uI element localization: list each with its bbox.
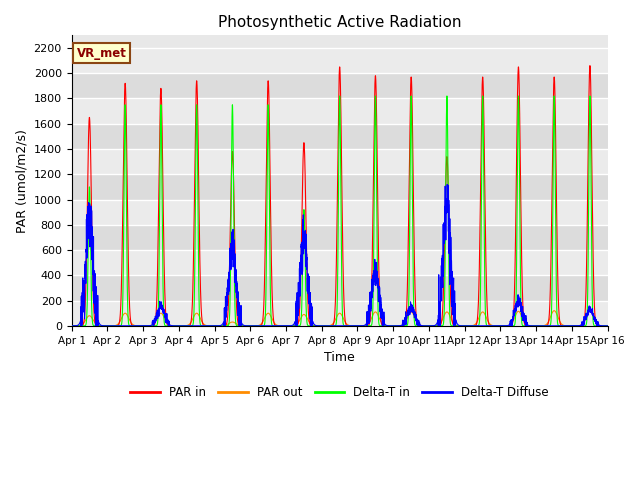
Bar	[72, 48, 608, 73]
X-axis label: Time: Time	[324, 351, 355, 364]
Bar	[72, 225, 608, 250]
Bar	[72, 276, 608, 300]
Bar	[72, 300, 608, 326]
Title: Photosynthetic Active Radiation: Photosynthetic Active Radiation	[218, 15, 461, 30]
Bar	[72, 250, 608, 276]
Bar	[72, 174, 608, 200]
Bar	[72, 149, 608, 174]
Text: VR_met: VR_met	[77, 47, 127, 60]
Legend: PAR in, PAR out, Delta-T in, Delta-T Diffuse: PAR in, PAR out, Delta-T in, Delta-T Dif…	[126, 381, 554, 404]
Y-axis label: PAR (umol/m2/s): PAR (umol/m2/s)	[15, 129, 28, 232]
Bar	[72, 73, 608, 98]
Bar	[72, 98, 608, 124]
Bar	[72, 200, 608, 225]
Bar	[72, 124, 608, 149]
